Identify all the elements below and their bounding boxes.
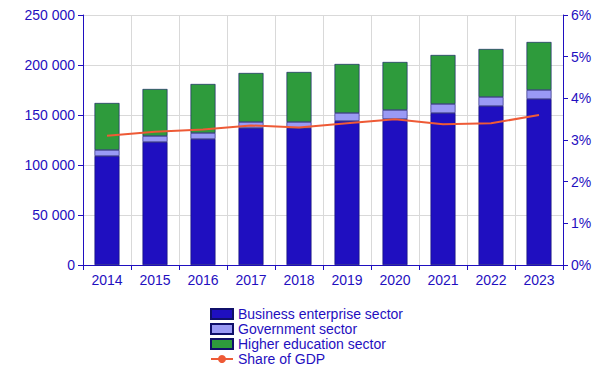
svg-text:2019: 2019 (331, 272, 362, 288)
svg-text:Business enterprise sector: Business enterprise sector (238, 306, 403, 322)
svg-text:2018: 2018 (283, 272, 314, 288)
svg-text:2016: 2016 (187, 272, 218, 288)
svg-text:2017: 2017 (235, 272, 266, 288)
svg-text:150 000: 150 000 (24, 107, 75, 123)
svg-text:0%: 0% (571, 257, 591, 273)
svg-text:2021: 2021 (427, 272, 458, 288)
svg-text:Higher education sector: Higher education sector (238, 336, 386, 352)
svg-text:6%: 6% (571, 7, 591, 23)
svg-text:3%: 3% (571, 132, 591, 148)
svg-text:Share of GDP: Share of GDP (238, 351, 325, 367)
svg-text:5%: 5% (571, 49, 591, 65)
svg-text:2015: 2015 (139, 272, 170, 288)
svg-text:Government sector: Government sector (238, 321, 357, 337)
svg-text:0: 0 (67, 257, 75, 273)
svg-text:2023: 2023 (523, 272, 554, 288)
svg-text:2022: 2022 (475, 272, 506, 288)
svg-text:50 000: 50 000 (32, 207, 75, 223)
svg-text:200 000: 200 000 (24, 57, 75, 73)
svg-text:2020: 2020 (379, 272, 410, 288)
svg-text:1%: 1% (571, 215, 591, 231)
svg-text:250 000: 250 000 (24, 7, 75, 23)
svg-text:4%: 4% (571, 90, 591, 106)
svg-text:100 000: 100 000 (24, 157, 75, 173)
svg-text:2014: 2014 (91, 272, 122, 288)
svg-text:2%: 2% (571, 174, 591, 190)
